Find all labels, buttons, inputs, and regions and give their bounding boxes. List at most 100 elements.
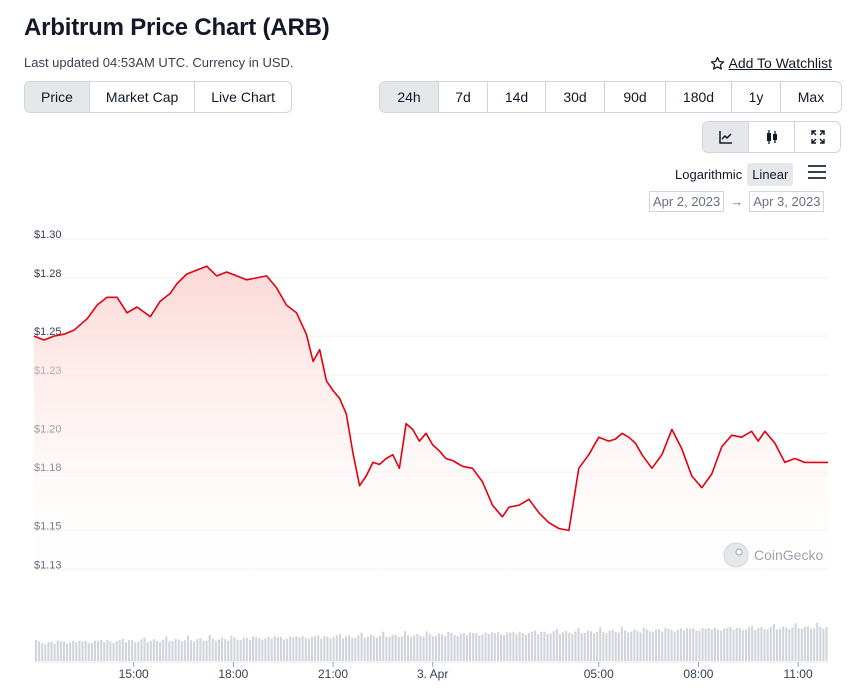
price-point xyxy=(378,463,381,466)
volume-bar xyxy=(351,637,354,661)
price-point xyxy=(116,296,119,299)
volume-bar xyxy=(493,633,496,661)
coingecko-logo-icon xyxy=(723,542,749,568)
tab-market-cap[interactable]: Market Cap xyxy=(90,82,196,112)
candlestick-icon xyxy=(766,130,777,144)
volume-bar xyxy=(527,632,530,661)
volume-bar xyxy=(146,642,149,661)
volume-bar xyxy=(301,636,304,661)
volume-bar xyxy=(633,629,636,661)
price-point xyxy=(757,440,760,443)
price-point xyxy=(295,311,298,314)
price-point xyxy=(670,428,673,431)
range-90d[interactable]: 90d xyxy=(605,82,666,112)
range-180d[interactable]: 180d xyxy=(666,82,732,112)
volume-bar xyxy=(292,637,295,661)
volume-bar xyxy=(357,635,360,661)
y-tick-label: $1.25 xyxy=(34,326,62,338)
range-14d[interactable]: 14d xyxy=(488,82,546,112)
volume-bar xyxy=(707,627,710,661)
price-point xyxy=(518,504,521,507)
volume-bar xyxy=(252,636,255,661)
price-point xyxy=(641,453,644,456)
volume-bar xyxy=(382,631,385,661)
volume-bar xyxy=(481,634,484,661)
volume-bar xyxy=(521,633,524,661)
date-to-input[interactable]: Apr 3, 2023 xyxy=(749,191,825,212)
scale-linear[interactable]: Linear xyxy=(747,163,794,186)
volume-bar xyxy=(100,640,103,661)
volume-bar xyxy=(56,640,59,661)
range-30d[interactable]: 30d xyxy=(546,82,605,112)
volume-bar xyxy=(785,627,788,661)
date-arrow: → xyxy=(730,194,744,209)
price-point xyxy=(491,504,494,507)
line-chart-button[interactable] xyxy=(703,122,749,152)
price-point xyxy=(96,304,99,307)
price-point xyxy=(106,296,109,299)
volume-bar xyxy=(310,636,313,661)
volume-bar xyxy=(97,640,100,661)
volume-bar xyxy=(806,626,809,661)
price-point xyxy=(195,269,198,272)
volume-bar xyxy=(496,632,499,661)
volume-bar xyxy=(518,631,521,661)
volume-bar xyxy=(53,643,56,661)
volume-bar xyxy=(69,642,72,661)
volume-bar xyxy=(345,636,348,661)
volume-bar xyxy=(738,628,741,661)
price-point xyxy=(481,480,484,483)
price-point xyxy=(567,529,570,532)
range-max[interactable]: Max xyxy=(797,89,825,105)
x-tick-label: 18:00 xyxy=(218,667,248,681)
price-point xyxy=(185,273,188,276)
volume-bar xyxy=(131,640,134,661)
price-chart[interactable]: $1.30$1.28$1.25$1.23$1.20$1.18$1.15$1.13… xyxy=(0,225,852,693)
tab-live-chart[interactable]: Live Chart xyxy=(211,89,276,105)
price-point xyxy=(62,333,65,336)
range-7d[interactable]: 7d xyxy=(439,82,488,112)
volume-bar xyxy=(478,635,481,661)
volume-bar xyxy=(810,628,813,661)
volume-bar xyxy=(580,633,583,661)
volume-bar xyxy=(751,625,754,661)
volume-bar xyxy=(766,629,769,661)
volume-bar xyxy=(431,636,434,661)
volume-bar xyxy=(128,640,131,661)
add-to-watchlist-link[interactable]: Add To Watchlist xyxy=(710,55,832,71)
scale-logarithmic[interactable]: Logarithmic xyxy=(675,167,743,182)
volume-bar xyxy=(422,636,425,661)
volume-bar xyxy=(208,635,211,661)
volume-bar xyxy=(413,635,416,661)
volume-bar xyxy=(444,636,447,661)
price-point xyxy=(680,447,683,450)
price-point xyxy=(351,451,354,454)
price-point xyxy=(215,274,218,277)
x-tick-label: 08:00 xyxy=(683,667,713,681)
date-range: Apr 2, 2023 → Apr 3, 2023 xyxy=(649,191,825,212)
tab-price[interactable]: Price xyxy=(25,82,90,112)
volume-bar xyxy=(214,640,217,661)
hamburger-menu-icon[interactable] xyxy=(808,165,826,181)
fullscreen-button[interactable] xyxy=(795,122,840,152)
volume-bar xyxy=(103,642,106,661)
range-24h[interactable]: 24h xyxy=(380,82,439,112)
volume-bar xyxy=(537,634,540,661)
volume-bar xyxy=(748,627,751,661)
volume-bar xyxy=(627,632,630,661)
volume-bar xyxy=(717,629,720,661)
volume-bar xyxy=(531,631,534,661)
price-point xyxy=(318,348,321,351)
volume-bar xyxy=(639,632,642,661)
volume-bar xyxy=(143,637,146,661)
price-point xyxy=(86,317,89,320)
price-point xyxy=(225,271,228,274)
volume-bar xyxy=(190,640,193,661)
range-1y[interactable]: 1y xyxy=(732,82,781,112)
volume-bar xyxy=(314,636,317,661)
price-point xyxy=(614,438,617,441)
candlestick-button[interactable] xyxy=(749,122,795,152)
price-point xyxy=(438,449,441,452)
volume-bar xyxy=(400,636,403,661)
date-from-input[interactable]: Apr 2, 2023 xyxy=(649,191,725,212)
